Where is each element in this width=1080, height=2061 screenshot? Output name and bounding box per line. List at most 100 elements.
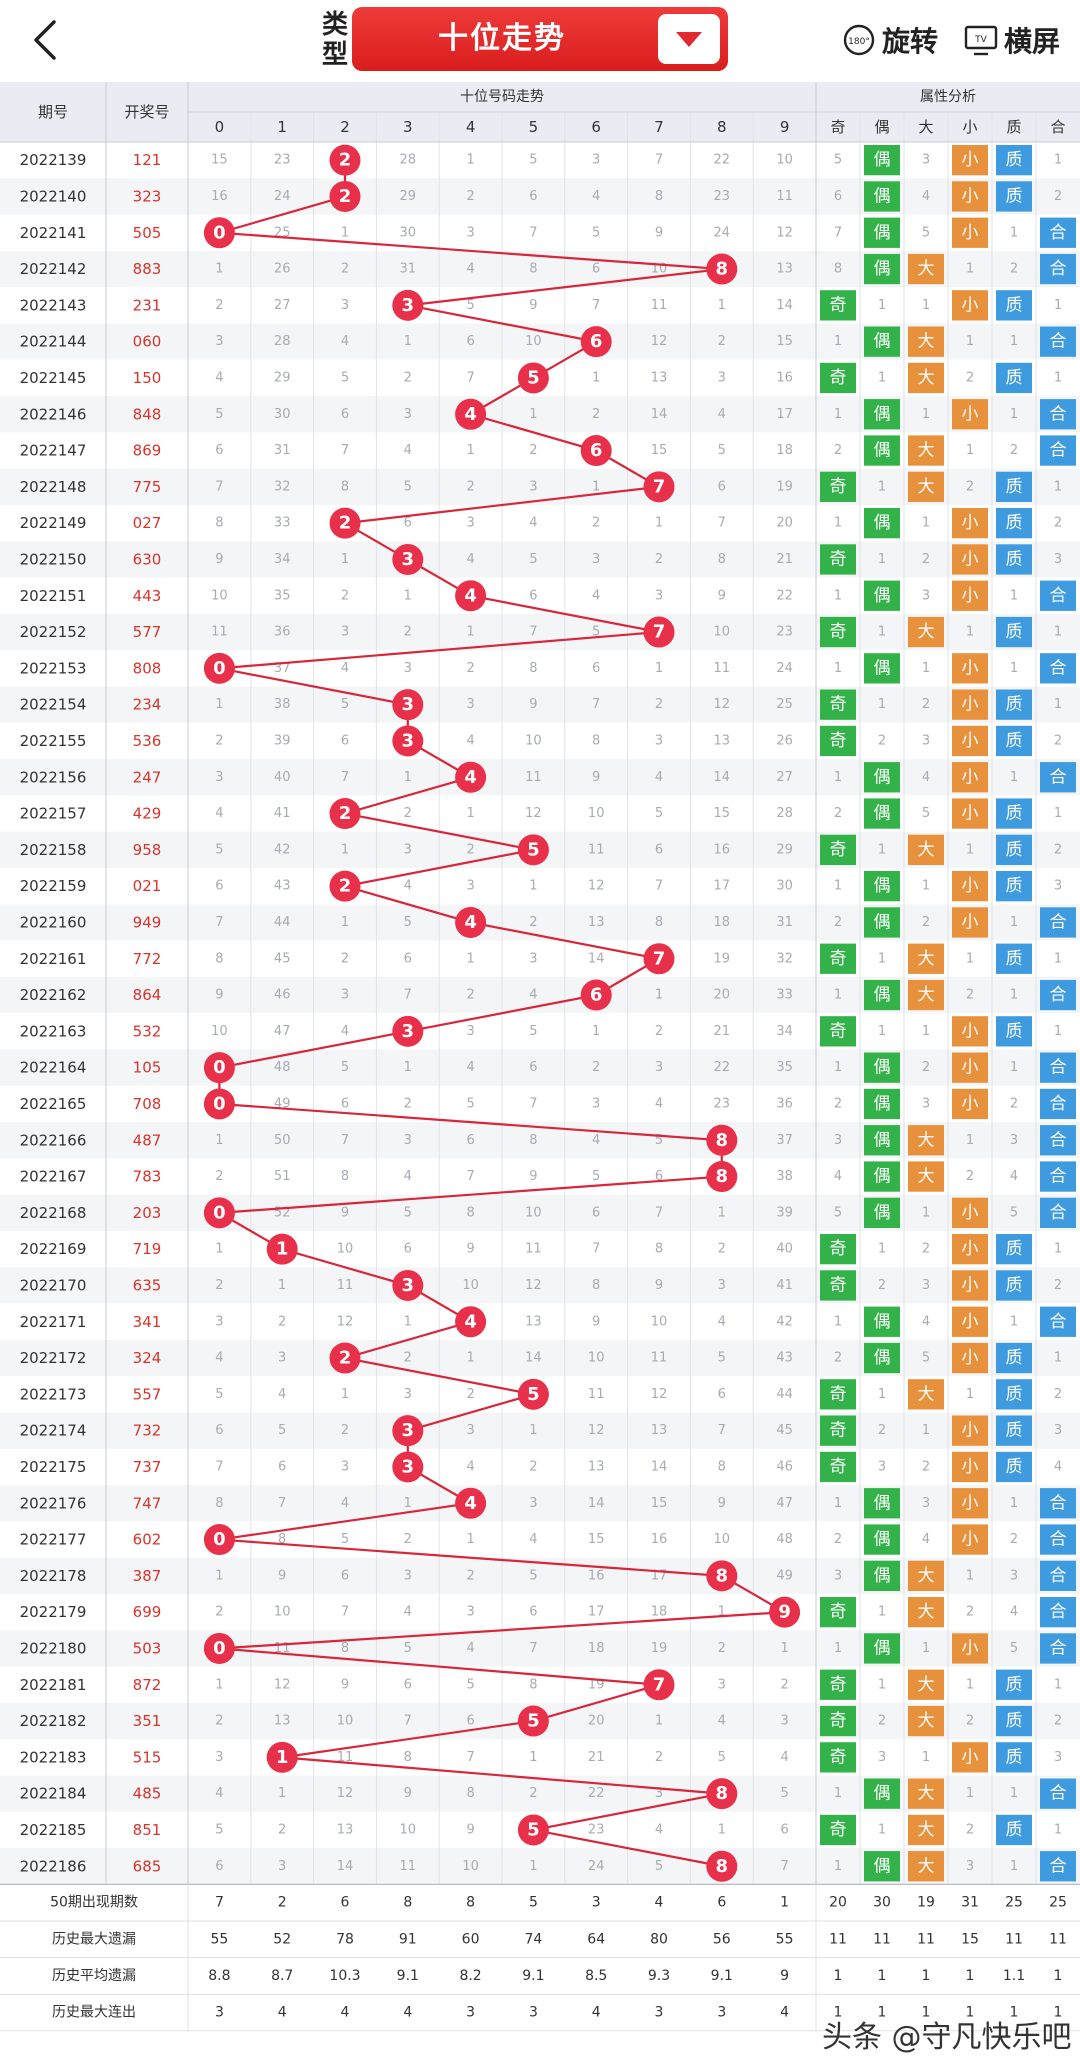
hit-ball [455,1487,487,1519]
miss-cell: 9 [215,988,223,1003]
stat-value: 25 [1005,1895,1023,1911]
attr-badge [952,1052,988,1083]
miss-cell: 30 [274,407,291,422]
attr-miss-cell: 1 [878,951,886,966]
hit-ball-label: 2 [339,186,352,207]
period-cell: 2022175 [20,1458,87,1476]
miss-cell: 18 [776,443,793,458]
attr-badge [908,1851,944,1882]
attr-badge [952,1415,988,1446]
miss-cell: 4 [278,1387,286,1402]
attr-badge-label: 质 [1006,1820,1023,1840]
draw-cell: 772 [133,950,162,968]
attr-badge [864,762,900,793]
attr-badge [996,1451,1032,1483]
attr-miss-cell: 2 [1054,1387,1062,1402]
attr-miss-cell: 1 [1054,1242,1062,1257]
attr-badge [952,1342,988,1374]
miss-cell: 10 [588,1351,605,1366]
miss-cell: 9 [404,1786,412,1801]
table-row [0,613,1080,651]
attr-miss-cell: 2 [1010,1532,1018,1547]
attr-badge [952,217,988,248]
miss-cell: 4 [592,588,600,603]
attr-miss-cell: 5 [834,153,842,168]
hit-ball [392,689,424,721]
draw-cell: 557 [133,1385,162,1403]
miss-cell: 24 [588,1859,605,1874]
attr-badge-label: 偶 [874,1348,891,1368]
period-cell: 2022150 [20,550,87,568]
stat-value: 11 [1005,1931,1023,1947]
miss-cell: 1 [341,552,349,567]
attr-miss-cell: 5 [834,1205,842,1220]
table-row [0,1412,1080,1449]
attr-badge-label: 小 [962,912,979,932]
miss-cell: 1 [718,1205,726,1220]
miss-cell: 2 [341,262,349,277]
hit-ball [580,435,612,467]
attr-badge [864,1524,900,1555]
stat-value: 1 [878,2005,887,2021]
miss-cell: 50 [274,1133,291,1148]
attr-badge [864,1125,900,1156]
attr-miss-cell: 2 [878,1278,886,1293]
svg-text:180°: 180° [848,37,870,47]
stat-value: 10.3 [329,1968,360,1984]
miss-cell: 11 [714,661,731,676]
attr-badge-label: 奇 [830,1747,847,1767]
hit-ball [517,362,549,394]
stat-value: 8.2 [459,1968,481,1984]
landscape-button[interactable]: TV 横屏 [964,18,1060,62]
miss-cell: 6 [466,1714,474,1729]
miss-cell: 1 [404,588,412,603]
type-dropdown[interactable]: 十位走势 [352,7,728,71]
back-button[interactable] [26,18,66,62]
attr-badge [864,1161,900,1192]
miss-cell: 1 [592,1024,600,1039]
attr-miss-cell: 4 [922,189,930,204]
hit-ball-label: 7 [653,948,666,969]
miss-cell: 10 [776,153,793,168]
miss-cell: 5 [655,1133,663,1148]
miss-cell: 6 [404,1242,412,1257]
attr-badge-label: 偶 [874,1167,891,1187]
attr-miss-cell: 1 [1054,625,1062,640]
stat-value: 8.5 [585,1968,607,1984]
stat-value: 2 [278,1895,287,1911]
rotate-button[interactable]: 180° 旋转 [842,18,938,62]
stat-value: 4 [780,2005,789,2021]
attr-badge-label: 小 [962,731,979,751]
miss-cell: 5 [404,1641,412,1656]
period-cell: 2022177 [20,1531,87,1549]
hit-ball [329,798,361,830]
stat-value: 4 [592,2005,601,2021]
attr-miss-cell: 1 [922,1423,930,1438]
attr-badge-label: 小 [962,1203,979,1223]
hit-ball [392,1015,424,1047]
attr-badge-label: 奇 [830,731,847,751]
miss-cell: 44 [274,915,291,930]
attr-miss-cell: 4 [834,1169,842,1184]
miss-cell: 10 [588,806,605,821]
attr-miss-cell: 2 [922,697,930,712]
miss-cell: 1 [278,1786,286,1801]
header-draw: 开奖号 [124,103,169,121]
draw-cell: 234 [133,696,162,714]
attr-miss-cell: 3 [1054,552,1062,567]
draw-cell: 958 [133,841,162,859]
miss-cell: 9 [718,588,726,603]
miss-cell: 6 [592,262,600,277]
draw-cell: 630 [133,550,162,568]
attr-miss-cell: 2 [1054,842,1062,857]
attr-badge-label: 合 [1050,223,1067,243]
hit-ball [203,1088,235,1120]
attr-miss-cell: 1 [1054,479,1062,494]
period-cell: 2022141 [20,224,87,242]
miss-cell: 22 [714,1060,731,1075]
miss-cell: 27 [274,298,291,313]
attr-badge [952,762,988,793]
hit-ball [203,1197,235,1229]
attr-badge-label: 奇 [830,1711,847,1731]
miss-cell: 10 [525,334,542,349]
